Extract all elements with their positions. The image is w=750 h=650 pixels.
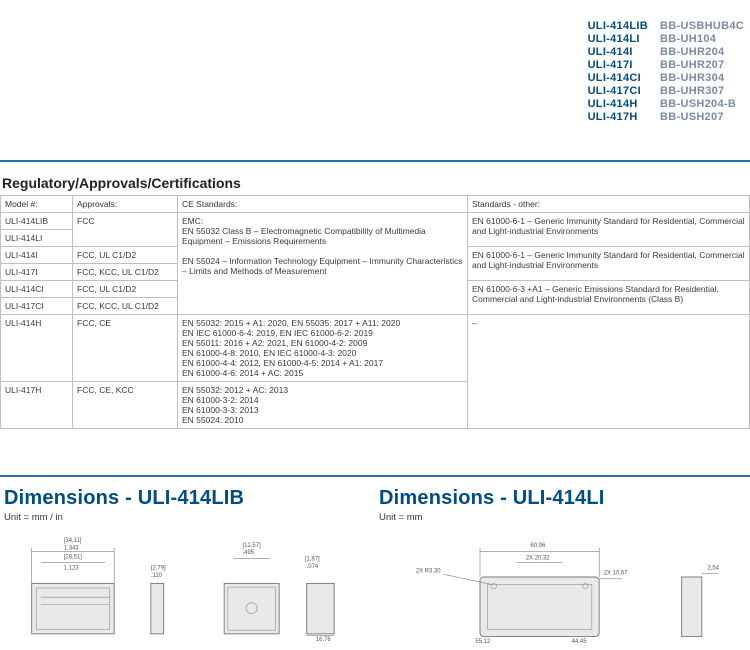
- cell-ce-standards: EMC: EN 55032 Class B – Electromagnetic …: [178, 213, 468, 315]
- dimensions-title-414lib: Dimensions - ULI-414LIB: [4, 487, 371, 510]
- cell-approvals: FCC, UL C1/D2: [73, 247, 178, 264]
- model-bb: BB-UHR207: [654, 59, 750, 72]
- regulatory-section: Regulatory/Approvals/Certifications Mode…: [0, 175, 750, 429]
- svg-text:.495: .495: [243, 550, 255, 556]
- svg-text:[12,57]: [12,57]: [243, 543, 262, 549]
- svg-text:[1,87]: [1,87]: [305, 557, 320, 563]
- model-uli: ULI-414CI: [582, 72, 654, 85]
- model-bb: BB-USBHUB4C: [654, 20, 750, 33]
- cell-ce-standards: EN 55032: 2015 + A1: 2020, EN 55035: 201…: [178, 315, 468, 382]
- model-bb: BB-UH104: [654, 33, 750, 46]
- dimensions-section: Dimensions - ULI-414LIB Unit = mm / in […: [0, 475, 750, 643]
- cell-other-standards: EN 61000-6-1 – Generic Immunity Standard…: [468, 247, 750, 281]
- svg-text:[2,79]: [2,79]: [151, 566, 166, 572]
- svg-text:2X 10,67: 2X 10,67: [604, 570, 628, 576]
- dimensions-left-column: Dimensions - ULI-414LIB Unit = mm / in […: [0, 487, 375, 643]
- cell-other-standards: EN 61000-6-1 – Generic Immunity Standard…: [468, 213, 750, 247]
- cell-model: ULI-414CI: [1, 281, 73, 298]
- svg-text:1.123: 1.123: [64, 566, 80, 572]
- cell-other-standards: –: [468, 315, 750, 429]
- model-bb: BB-UHR304: [654, 72, 750, 85]
- model-uli: ULI-414I: [582, 46, 654, 59]
- dimensions-unit-right: Unit = mm: [379, 512, 746, 523]
- cell-model: ULI-417CI: [1, 298, 73, 315]
- col-header-ce: CE Standards:: [178, 196, 468, 213]
- svg-text:16.76: 16.76: [316, 637, 332, 643]
- cell-model: ULI-414LIB: [1, 213, 73, 230]
- dimension-drawing-414li: 60,96 2X 20,32 2X R3,30 55,12 44,45 2X 1…: [379, 533, 746, 643]
- model-bb: BB-USH207: [654, 111, 750, 124]
- cell-approvals: FCC, CE: [73, 315, 178, 382]
- model-uli: ULI-414H: [582, 98, 654, 111]
- dimensions-unit-left: Unit = mm / in: [4, 512, 371, 523]
- svg-text:44,45: 44,45: [572, 639, 588, 643]
- cell-approvals: FCC, UL C1/D2: [73, 281, 178, 298]
- model-uli: ULI-417H: [582, 111, 654, 124]
- model-bb: BB-USH204-B: [654, 98, 750, 111]
- cell-model: ULI-414H: [1, 315, 73, 382]
- svg-text:[28,51]: [28,51]: [64, 555, 83, 561]
- model-bb: BB-UHR307: [654, 85, 750, 98]
- svg-text:.110: .110: [151, 573, 163, 579]
- model-uli: ULI-414LIB: [582, 20, 654, 33]
- model-uli: ULI-414LI: [582, 33, 654, 46]
- col-header-model: Model #:: [1, 196, 73, 213]
- svg-text:2,54: 2,54: [707, 566, 719, 572]
- cell-model: ULI-414LI: [1, 230, 73, 247]
- cell-other-standards: EN 61000-6-3 +A1 – Generic Emissions Sta…: [468, 281, 750, 315]
- cell-approvals: FCC, KCC, UL C1/D2: [73, 298, 178, 315]
- cell-model: ULI-417H: [1, 382, 73, 429]
- cell-approvals: FCC, KCC, UL C1/D2: [73, 264, 178, 281]
- svg-text:1.343: 1.343: [64, 546, 80, 552]
- cell-model: ULI-417I: [1, 264, 73, 281]
- dimension-drawing-414lib: [34,11] 1.343 [28,51] 1.123 [2,79] .110 …: [4, 533, 371, 643]
- svg-text:.074: .074: [307, 564, 319, 570]
- col-header-approvals: Approvals:: [73, 196, 178, 213]
- svg-text:2X R3,30: 2X R3,30: [416, 568, 441, 574]
- section-divider: [0, 160, 750, 162]
- model-bb: BB-UHR204: [654, 46, 750, 59]
- certifications-table: Model #: Approvals: CE Standards: Standa…: [0, 195, 750, 429]
- model-uli: ULI-417CI: [582, 85, 654, 98]
- col-header-other: Standards - other:: [468, 196, 750, 213]
- cell-approvals: FCC: [73, 213, 178, 247]
- dimensions-right-column: Dimensions - ULI-414LI Unit = mm 60,96 2…: [375, 487, 750, 643]
- cell-model: ULI-414I: [1, 247, 73, 264]
- dimensions-title-414li: Dimensions - ULI-414LI: [379, 487, 746, 510]
- cell-approvals: FCC, CE, KCC: [73, 382, 178, 429]
- svg-text:2X 20,32: 2X 20,32: [526, 556, 550, 562]
- model-uli: ULI-417I: [582, 59, 654, 72]
- svg-text:[34,11]: [34,11]: [64, 538, 82, 544]
- svg-text:60,96: 60,96: [530, 543, 546, 549]
- svg-text:55,12: 55,12: [475, 639, 490, 643]
- cell-ce-standards: EN 55032: 2012 + AC: 2013 EN 61000-3-2: …: [178, 382, 468, 429]
- model-cross-reference: ULI-414LIBBB-USBHUB4C ULI-414LIBB-UH104 …: [582, 20, 750, 124]
- regulatory-heading: Regulatory/Approvals/Certifications: [0, 175, 750, 191]
